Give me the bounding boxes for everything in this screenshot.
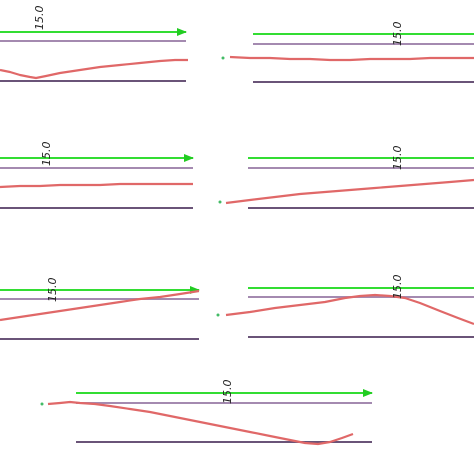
panel-1: 15.0 — [0, 6, 188, 82]
panel-2: 15.0 — [221, 22, 474, 83]
profile-curve — [0, 289, 200, 322]
angle-label: 15.0 — [391, 275, 404, 300]
angle-label: 15.0 — [33, 6, 46, 31]
panel-5: 15.0 — [0, 278, 200, 340]
panel-4: 15.0 — [218, 146, 474, 209]
profile-curve — [47, 400, 354, 446]
angle-label: 15.0 — [391, 146, 404, 171]
angle-label: 15.0 — [40, 142, 53, 167]
profile-curve — [229, 55, 474, 62]
start-dot — [40, 402, 44, 406]
angle-label: 15.0 — [46, 278, 59, 303]
profile-curve — [225, 293, 474, 326]
profile-curve — [225, 178, 474, 205]
panel-3: 15.0 — [0, 142, 194, 209]
panel-6: 15.0 — [216, 275, 474, 338]
angle-label: 15.0 — [221, 380, 234, 405]
start-dot — [218, 200, 222, 204]
profile-curve — [0, 58, 188, 80]
angle-label: 15.0 — [391, 22, 404, 47]
start-dot — [221, 56, 225, 60]
start-dot — [216, 313, 220, 317]
profile-curve — [0, 182, 193, 189]
panel-7: 15.0 — [40, 380, 373, 446]
